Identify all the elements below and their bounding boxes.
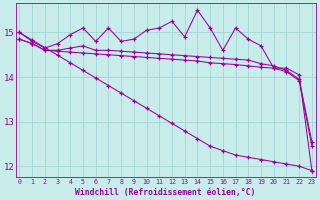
X-axis label: Windchill (Refroidissement éolien,°C): Windchill (Refroidissement éolien,°C)	[76, 188, 256, 197]
